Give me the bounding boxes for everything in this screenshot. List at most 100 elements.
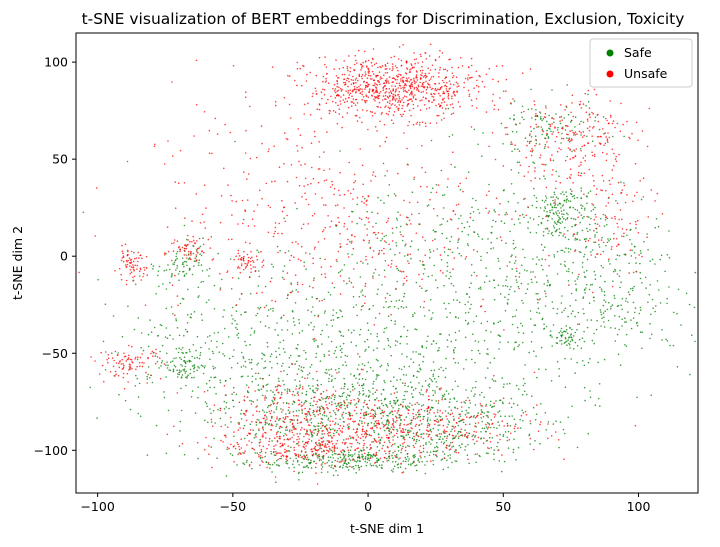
point-unsafe [573, 132, 575, 135]
point-safe [343, 404, 346, 407]
point-safe [392, 457, 394, 459]
point-safe [191, 390, 194, 392]
point-unsafe [359, 437, 362, 440]
point-safe [483, 427, 486, 430]
point-unsafe [611, 122, 614, 125]
point-safe [301, 376, 304, 378]
point-safe [581, 217, 584, 219]
point-safe [275, 459, 278, 462]
point-unsafe [525, 413, 528, 416]
point-safe [581, 266, 584, 268]
point-safe [535, 206, 538, 209]
point-safe [620, 181, 622, 183]
point-safe [604, 310, 606, 313]
point-safe [545, 429, 547, 431]
point-unsafe [260, 448, 263, 451]
point-unsafe [408, 99, 411, 101]
point-safe [580, 204, 582, 206]
point-unsafe [467, 74, 470, 76]
point-safe [241, 375, 244, 378]
point-unsafe [283, 421, 286, 424]
point-safe [619, 269, 621, 272]
point-safe [366, 454, 369, 456]
point-safe [589, 396, 592, 399]
point-unsafe [194, 242, 196, 244]
point-safe [494, 220, 497, 223]
point-safe [445, 367, 447, 370]
point-safe [562, 217, 565, 220]
point-safe [511, 254, 513, 256]
point-unsafe [441, 85, 443, 88]
point-safe [522, 302, 524, 304]
point-unsafe [356, 447, 358, 450]
point-safe [576, 209, 579, 211]
point-safe [454, 460, 457, 462]
point-safe [309, 387, 311, 390]
point-safe [392, 421, 395, 423]
point-unsafe [150, 352, 152, 355]
point-safe [613, 294, 616, 297]
point-unsafe [421, 99, 423, 101]
point-safe [358, 378, 361, 381]
point-safe [210, 421, 213, 423]
point-safe [394, 320, 397, 322]
point-safe [305, 358, 307, 360]
point-safe [367, 389, 370, 392]
point-safe [356, 314, 358, 317]
point-unsafe [397, 58, 400, 60]
point-unsafe [358, 73, 361, 76]
point-safe [429, 428, 432, 431]
point-unsafe [98, 373, 101, 375]
point-unsafe [414, 94, 416, 96]
point-safe [298, 365, 301, 367]
point-unsafe [348, 94, 351, 96]
point-safe [399, 231, 402, 233]
point-safe [544, 206, 546, 208]
point-safe [502, 402, 504, 405]
point-safe [537, 126, 540, 128]
point-safe [504, 431, 507, 433]
point-safe [219, 287, 222, 289]
point-safe [179, 356, 181, 359]
point-unsafe [423, 104, 426, 106]
point-unsafe [395, 90, 397, 92]
point-unsafe [335, 443, 338, 445]
point-safe [575, 283, 577, 286]
point-safe [379, 366, 382, 368]
point-safe [458, 252, 461, 255]
point-safe [474, 393, 476, 396]
point-unsafe [331, 443, 334, 445]
point-safe [446, 339, 449, 341]
point-unsafe [109, 371, 112, 373]
point-unsafe [648, 107, 651, 110]
point-unsafe [414, 62, 417, 65]
point-unsafe [351, 95, 353, 97]
point-safe [580, 207, 583, 210]
point-safe [566, 195, 568, 198]
point-safe [376, 293, 379, 295]
point-unsafe [139, 365, 141, 368]
point-unsafe [445, 107, 447, 110]
point-safe [477, 412, 480, 414]
point-unsafe [318, 439, 320, 442]
point-unsafe [473, 430, 475, 433]
point-safe [376, 466, 379, 468]
point-safe [394, 253, 396, 256]
point-safe [515, 275, 517, 278]
point-unsafe [314, 448, 317, 451]
point-unsafe [341, 73, 344, 76]
point-safe [165, 252, 167, 255]
point-safe [308, 412, 310, 414]
point-unsafe [374, 462, 376, 464]
point-unsafe [377, 94, 379, 97]
point-safe [563, 117, 565, 119]
point-safe [242, 357, 245, 360]
point-unsafe [610, 114, 612, 117]
point-safe [400, 419, 402, 422]
point-safe [367, 396, 370, 398]
point-safe [614, 268, 616, 271]
point-unsafe [316, 483, 319, 485]
point-safe [129, 408, 132, 411]
point-safe [268, 327, 270, 329]
point-safe [192, 344, 195, 346]
